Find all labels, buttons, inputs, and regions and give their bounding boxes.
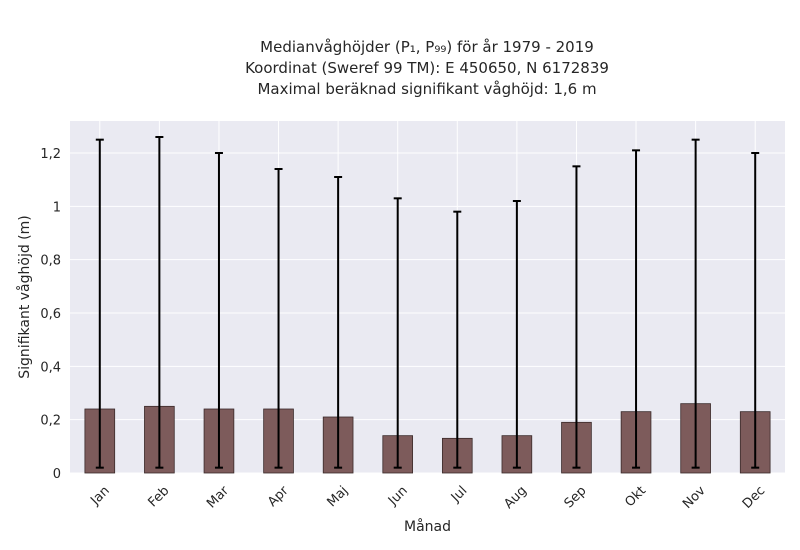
errorbar-aug bbox=[512, 200, 521, 469]
x-tick-label: Jun bbox=[385, 483, 411, 509]
errorbar-maj bbox=[334, 176, 343, 469]
errorbar-jul bbox=[453, 210, 462, 469]
x-tick-label: Dec bbox=[740, 483, 768, 511]
errorbar-feb bbox=[155, 136, 164, 469]
x-tick-label: Apr bbox=[265, 483, 292, 510]
y-tick-label: 0,6 bbox=[40, 307, 61, 322]
y-tick-label: 1,2 bbox=[40, 147, 61, 162]
y-tick-label: 0,8 bbox=[40, 254, 61, 269]
x-tick-label: Feb bbox=[146, 483, 173, 510]
x-tick-label: Jul bbox=[448, 483, 470, 505]
error-bars bbox=[95, 136, 760, 469]
x-tick-label: Aug bbox=[501, 483, 530, 512]
errorbar-nov bbox=[691, 138, 700, 469]
x-axis-ticks: Jan Feb Mar Apr Maj Jun Jul Aug Sep Okt Nov Dec bbox=[87, 483, 768, 512]
y-tick-label: 0,2 bbox=[40, 414, 61, 429]
errorbar-mar bbox=[214, 152, 223, 469]
y-tick-label: 0 bbox=[53, 467, 61, 482]
y-axis-ticks: 0 0,2 0,4 0,6 0,8 1 1,2 bbox=[40, 147, 61, 482]
x-tick-label: Mar bbox=[204, 483, 232, 511]
chart-title: Medianvåghöjder (P₁, P₉₉) för år 1979 - … bbox=[245, 38, 609, 98]
y-axis-label: Signifikant våghöjd (m) bbox=[16, 215, 33, 378]
x-tick-label: Maj bbox=[324, 483, 351, 510]
errorbar-sep bbox=[572, 165, 581, 469]
y-tick-label: 0,4 bbox=[40, 360, 61, 375]
x-tick-label: Jan bbox=[87, 483, 112, 508]
title-line-1: Medianvåghöjder (P₁, P₉₉) för år 1979 - … bbox=[260, 38, 594, 56]
y-tick-label: 1 bbox=[53, 200, 61, 215]
errorbar-dec bbox=[751, 152, 760, 469]
plot-area bbox=[70, 121, 785, 473]
errorbar-apr bbox=[274, 168, 283, 469]
errorbar-jun bbox=[393, 197, 402, 469]
title-line-2: Koordinat (Sweref 99 TM): E 450650, N 61… bbox=[245, 59, 609, 77]
x-tick-label: Okt bbox=[622, 483, 649, 510]
title-line-3: Maximal beräknad signifikant våghöjd: 1,… bbox=[257, 80, 596, 98]
errorbar-jan bbox=[95, 138, 104, 469]
errorbar-okt bbox=[632, 149, 641, 469]
x-axis-label: Månad bbox=[404, 518, 451, 535]
x-tick-label: Sep bbox=[562, 483, 590, 511]
x-tick-label: Nov bbox=[680, 483, 709, 512]
